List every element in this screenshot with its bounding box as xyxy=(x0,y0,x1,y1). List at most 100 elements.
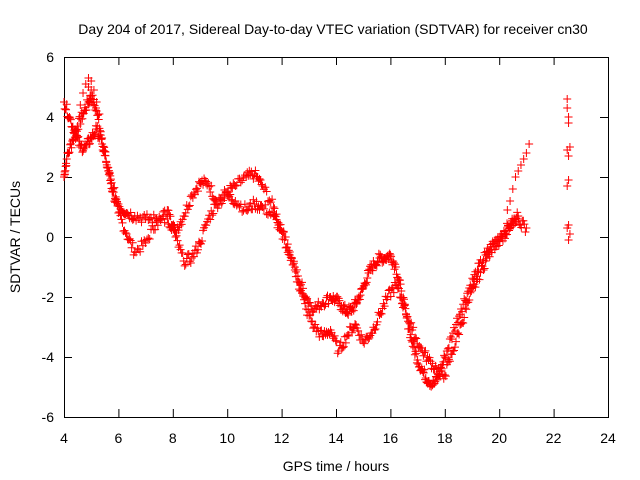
data-point xyxy=(240,200,249,209)
data-point xyxy=(255,174,264,183)
plot-frame xyxy=(64,57,609,418)
data-point xyxy=(289,259,298,268)
data-point xyxy=(514,167,523,175)
data-point xyxy=(380,302,389,311)
data-point xyxy=(171,233,180,241)
data-point xyxy=(563,224,572,232)
data-point xyxy=(364,335,373,344)
data-point xyxy=(120,226,129,235)
data-point xyxy=(274,218,283,227)
data-point xyxy=(468,274,477,283)
data-point xyxy=(93,122,102,131)
x-tick-label: 4 xyxy=(60,430,68,446)
data-point xyxy=(521,228,530,237)
data-point xyxy=(443,344,452,353)
data-point xyxy=(506,197,515,205)
data-point xyxy=(62,100,71,109)
data-point xyxy=(304,305,313,314)
data-point xyxy=(272,215,281,224)
data-point xyxy=(371,261,380,270)
data-point xyxy=(294,285,303,294)
data-point xyxy=(187,254,196,262)
data-point xyxy=(107,178,116,187)
data-point xyxy=(191,242,200,251)
data-point xyxy=(282,243,291,252)
data-point xyxy=(357,330,366,339)
data-point xyxy=(252,197,261,206)
data-point xyxy=(306,310,315,319)
data-point xyxy=(188,193,197,202)
data-point xyxy=(121,228,130,237)
data-point xyxy=(269,203,278,211)
data-point xyxy=(393,283,402,292)
data-point xyxy=(366,262,374,271)
data-point xyxy=(465,296,474,304)
data-point xyxy=(370,326,379,335)
data-point xyxy=(106,171,115,180)
data-point xyxy=(412,334,421,343)
data-point xyxy=(100,146,109,155)
data-point xyxy=(291,272,300,281)
data-point xyxy=(62,105,71,114)
data-point xyxy=(137,218,146,227)
data-point xyxy=(319,332,328,341)
data-point xyxy=(445,357,454,366)
data-point xyxy=(436,363,445,372)
data-point xyxy=(330,331,339,340)
data-point xyxy=(174,226,183,235)
data-point xyxy=(395,293,404,302)
data-point xyxy=(444,355,453,364)
data-point xyxy=(236,178,245,187)
data-point xyxy=(202,221,211,230)
data-point xyxy=(448,347,457,355)
data-point xyxy=(461,304,470,313)
data-point xyxy=(180,212,189,221)
data-point xyxy=(395,276,404,285)
data-point xyxy=(459,319,468,328)
data-point xyxy=(402,310,411,319)
data-point xyxy=(462,305,471,314)
x-tick-label: 12 xyxy=(274,430,290,446)
data-point xyxy=(480,264,489,273)
data-point xyxy=(248,171,257,180)
data-point xyxy=(76,119,85,128)
data-point xyxy=(522,149,531,157)
data-point xyxy=(410,350,419,359)
data-point xyxy=(149,210,158,219)
data-point xyxy=(72,131,81,140)
data-point xyxy=(127,243,136,252)
data-point xyxy=(511,219,520,228)
data-point xyxy=(82,105,91,114)
data-point xyxy=(261,200,270,209)
data-point xyxy=(314,297,323,306)
data-point xyxy=(227,195,236,204)
data-point xyxy=(62,161,71,170)
data-point xyxy=(389,288,398,297)
data-point xyxy=(177,220,186,229)
data-point xyxy=(288,260,297,269)
data-point xyxy=(358,285,367,294)
data-point xyxy=(78,148,87,157)
data-point xyxy=(66,114,75,123)
data-point xyxy=(286,253,295,262)
data-point xyxy=(110,183,119,192)
data-point xyxy=(238,207,247,216)
data-point xyxy=(455,312,464,321)
data-point xyxy=(306,298,315,307)
data-point xyxy=(232,181,241,190)
data-point xyxy=(565,143,574,151)
data-point xyxy=(500,234,509,243)
data-point xyxy=(106,175,115,184)
x-tick-label: 18 xyxy=(437,430,453,446)
data-point xyxy=(485,252,494,261)
data-point xyxy=(333,349,342,358)
data-point xyxy=(447,335,456,344)
data-point xyxy=(251,166,260,175)
data-point xyxy=(92,98,101,106)
data-point xyxy=(368,266,377,275)
y-tick-label: 2 xyxy=(46,169,54,185)
data-point xyxy=(128,215,137,224)
data-point xyxy=(242,173,251,181)
data-point xyxy=(522,224,531,232)
data-point xyxy=(184,202,193,211)
